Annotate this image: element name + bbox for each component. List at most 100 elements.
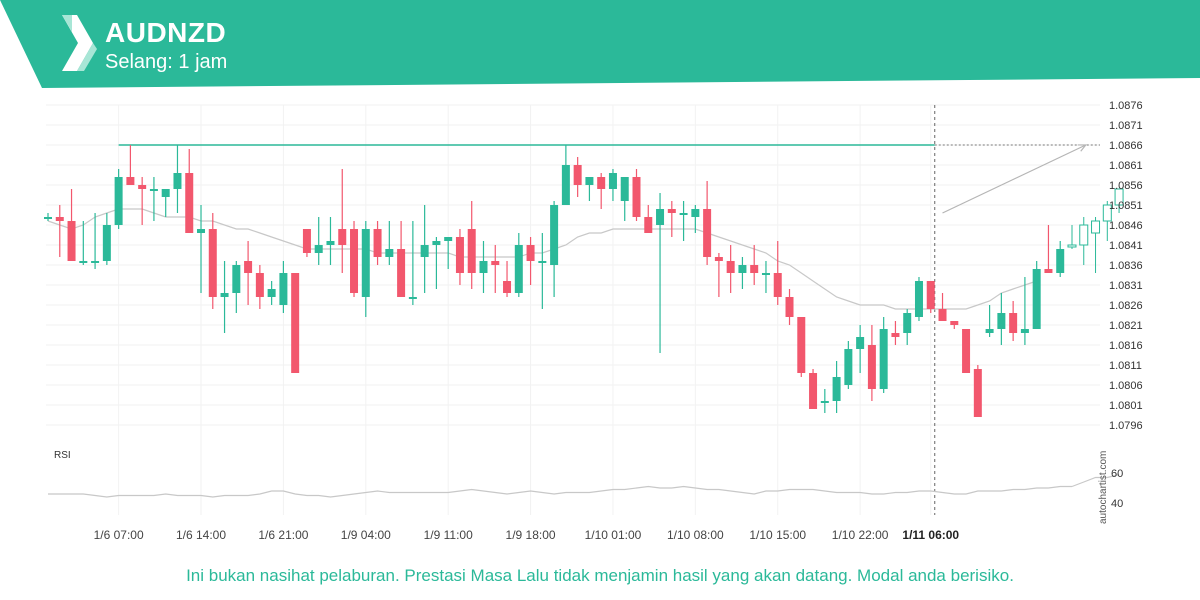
price-tick-label: 1.0871	[1109, 120, 1143, 132]
candle	[879, 317, 888, 393]
candle	[444, 237, 453, 269]
candle	[832, 361, 841, 413]
candle	[55, 205, 64, 257]
candle	[397, 221, 406, 297]
candlestick-chart: 60 40 1.0876 1.0871 1.0866 1.0861 1.0856 1.085…	[44, 100, 1143, 542]
candle	[467, 201, 476, 289]
forecast-candle	[1114, 188, 1124, 213]
candle	[820, 389, 829, 413]
candle	[279, 261, 288, 313]
candle	[455, 229, 464, 285]
candle	[538, 233, 547, 309]
candle	[491, 245, 500, 293]
price-tick-label: 1.0866	[1109, 140, 1143, 152]
time-tick-label: 1/10 15:00	[749, 528, 806, 542]
candle	[514, 233, 523, 297]
price-tick-label: 1.0836	[1109, 260, 1143, 272]
candle	[149, 177, 158, 221]
forecast-candle	[1102, 201, 1112, 241]
time-tick-label: 1/6 21:00	[258, 528, 308, 542]
candle	[761, 261, 770, 293]
candle	[1009, 301, 1018, 341]
header-banner: AUDNZD Selang: 1 jam	[0, 0, 1200, 90]
price-tick-label: 1.0806	[1109, 380, 1143, 392]
candle	[67, 189, 76, 261]
rsi-tick-label: 60	[1111, 468, 1123, 480]
resistance-level-layer	[118, 144, 1100, 214]
price-tick-label: 1.0861	[1109, 160, 1143, 172]
candle	[291, 273, 300, 373]
candle	[691, 205, 700, 233]
candle	[432, 237, 441, 289]
candle	[950, 321, 959, 329]
candle	[161, 189, 170, 217]
candle	[667, 201, 676, 237]
price-tick-label: 1.0826	[1109, 300, 1143, 312]
price-tick-label: 1.0856	[1109, 180, 1143, 192]
time-tick-label: 1/9 18:00	[506, 528, 556, 542]
candle	[597, 173, 606, 209]
candle	[526, 237, 535, 285]
candle	[997, 293, 1006, 345]
time-tick-label: 1/6 07:00	[94, 528, 144, 542]
candle	[267, 281, 276, 305]
time-tick-label: 1/6 14:00	[176, 528, 226, 542]
candle	[738, 257, 747, 289]
candle	[703, 181, 712, 265]
candle	[573, 157, 582, 197]
candle	[632, 169, 641, 221]
candle	[938, 293, 947, 321]
time-tick-label: 1/10 01:00	[585, 528, 642, 542]
candle	[232, 261, 241, 313]
rsi-line	[48, 485, 1072, 498]
candle	[973, 365, 982, 417]
candles-layer	[44, 145, 1065, 417]
candle	[1032, 261, 1041, 329]
candle	[503, 261, 512, 297]
time-tick-label: 1/9 04:00	[341, 528, 391, 542]
candle	[773, 241, 782, 305]
candle	[1020, 277, 1029, 345]
candle	[138, 177, 147, 225]
candle	[714, 253, 723, 297]
price-tick-label: 1.0801	[1109, 400, 1143, 412]
candle	[679, 201, 688, 241]
candle	[255, 265, 264, 309]
candle	[197, 205, 206, 293]
candle	[420, 205, 429, 293]
candle	[797, 317, 806, 377]
candle	[44, 213, 52, 221]
time-tick-label: 1/9 11:00	[424, 528, 473, 542]
forecast-candle	[1079, 217, 1089, 265]
price-axis: 1.0876 1.0871 1.0866 1.0861 1.0856 1.0851 1.08…	[1109, 100, 1143, 432]
forecast-candle	[1091, 217, 1101, 273]
candle	[867, 325, 876, 401]
candle	[550, 201, 559, 297]
candle	[561, 145, 570, 205]
price-tick-label: 1.0816	[1109, 340, 1143, 352]
candle	[173, 145, 182, 213]
candle	[126, 145, 135, 185]
candle	[314, 217, 323, 265]
candle	[102, 213, 111, 265]
candle	[985, 305, 994, 337]
rsi-forecast-line	[1071, 473, 1120, 488]
rsi-label: RSI	[54, 450, 71, 461]
candle	[856, 325, 865, 373]
candle	[408, 221, 417, 305]
candle	[79, 221, 88, 265]
time-tick-label: 1/11 06:00	[902, 528, 959, 542]
candle	[385, 221, 394, 265]
candle	[326, 217, 335, 265]
candle	[1044, 225, 1053, 273]
candle	[220, 261, 229, 333]
projection-arrowhead	[1077, 144, 1088, 152]
forecast-candles-layer	[1067, 188, 1124, 273]
symbol-title: AUDNZD	[105, 17, 227, 48]
candle	[914, 277, 923, 321]
interval-label: Selang: 1 jam	[105, 51, 228, 73]
candle	[903, 309, 912, 345]
candle	[208, 213, 217, 309]
candle	[926, 281, 935, 313]
candle	[91, 213, 100, 269]
